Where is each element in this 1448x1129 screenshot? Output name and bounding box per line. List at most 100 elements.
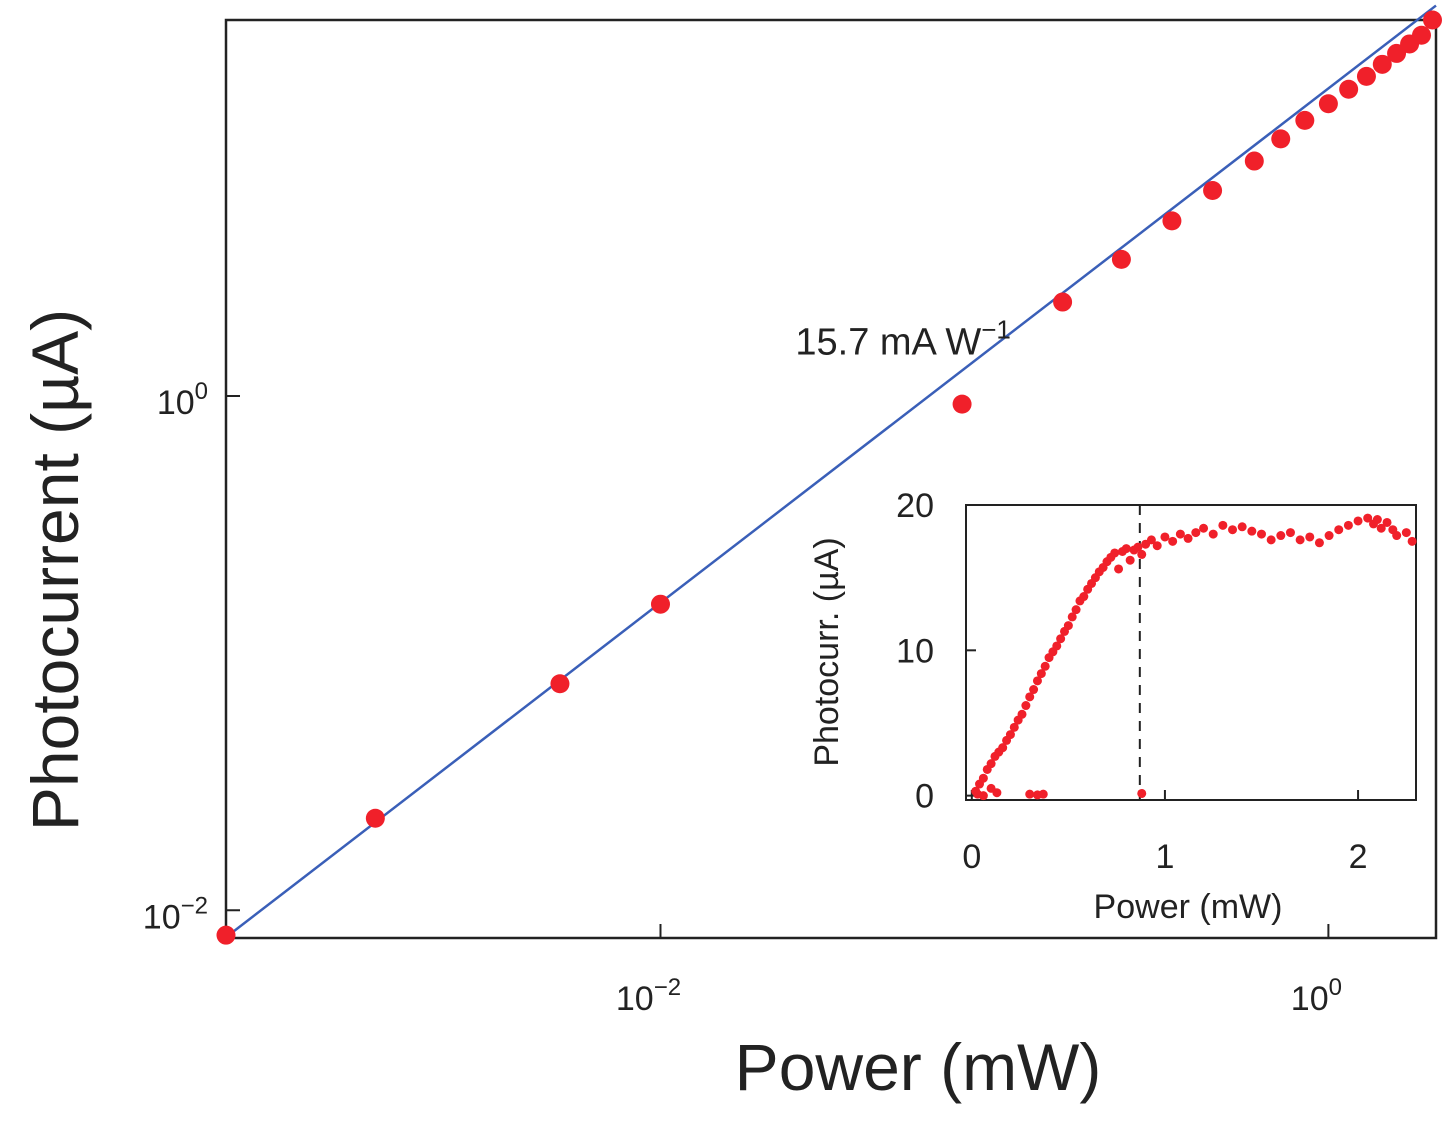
inset-data-point bbox=[1067, 612, 1077, 622]
main-data-point bbox=[1423, 10, 1443, 30]
inset-data-point bbox=[1133, 542, 1143, 552]
inset-data-point bbox=[978, 791, 988, 801]
main-data-point bbox=[1111, 249, 1131, 269]
inset-data-point bbox=[1036, 669, 1046, 679]
inset-data-point bbox=[1017, 709, 1027, 719]
inset-data-point bbox=[1256, 529, 1266, 539]
inset-data-point bbox=[1079, 592, 1089, 602]
inset-data-point bbox=[1137, 549, 1147, 559]
inset-data-point bbox=[1025, 789, 1035, 799]
inset-data-point bbox=[1237, 522, 1247, 532]
inset-data-point bbox=[1038, 789, 1048, 799]
inset-data-point bbox=[1052, 641, 1062, 651]
inset-data-point bbox=[1114, 564, 1124, 574]
main-data-point bbox=[1244, 151, 1264, 171]
inset-data-point bbox=[1121, 544, 1131, 554]
main-data-point bbox=[650, 594, 670, 614]
inset-data-point bbox=[1146, 535, 1156, 545]
inset-data-point bbox=[1029, 685, 1039, 695]
inset-data-point bbox=[1009, 722, 1019, 732]
inset-data-point bbox=[992, 788, 1002, 798]
main-data-point bbox=[1339, 79, 1359, 99]
inset-data-point bbox=[1353, 516, 1363, 526]
responsivity-annotation: 15.7 mA W−1 bbox=[795, 314, 1011, 363]
inset-plot: 0 1 2 0 10 20 Power (mW) Photocurr. (µA) bbox=[808, 487, 1417, 926]
inset-x-ticks: 0 1 2 bbox=[962, 790, 1368, 876]
inset-data-point bbox=[1247, 526, 1257, 536]
main-data-point bbox=[550, 674, 570, 694]
inset-data-point bbox=[1071, 605, 1081, 615]
main-y-axis-label: Photocurrent (µA) bbox=[18, 309, 92, 831]
main-y-tick-label: 10−2 bbox=[143, 892, 208, 936]
main-x-axis-label: Power (mW) bbox=[735, 1030, 1102, 1104]
main-data-point bbox=[1053, 292, 1073, 312]
main-data-point bbox=[365, 808, 385, 828]
inset-data-point bbox=[1363, 513, 1373, 523]
inset-data-point bbox=[1401, 528, 1411, 538]
inset-y-tick-label: 20 bbox=[896, 487, 934, 525]
inset-data-point bbox=[1125, 555, 1135, 565]
inset-data-point bbox=[1175, 529, 1185, 539]
main-data-point bbox=[952, 394, 972, 414]
inset-data-point bbox=[1208, 529, 1218, 539]
inset-y-ticks: 0 10 20 bbox=[896, 487, 976, 816]
inset-y-tick-label: 0 bbox=[915, 778, 934, 816]
main-data-point bbox=[1162, 211, 1182, 231]
inset-data-point bbox=[1199, 523, 1209, 533]
inset-data-point bbox=[1266, 535, 1276, 545]
main-x-tick-label: 100 bbox=[1291, 974, 1342, 1018]
inset-data-point bbox=[1183, 533, 1193, 543]
inset-data-point bbox=[1382, 517, 1392, 527]
inset-data-point bbox=[1021, 701, 1031, 711]
inset-data-point bbox=[978, 773, 988, 783]
inset-x-tick-label: 1 bbox=[1155, 838, 1174, 876]
inset-y-tick-label: 10 bbox=[896, 632, 934, 670]
inset-data-point bbox=[1152, 541, 1162, 551]
main-data-point bbox=[1203, 180, 1223, 200]
inset-data-point bbox=[1191, 528, 1201, 538]
main-data-point bbox=[1356, 66, 1376, 86]
fit-line bbox=[225, 4, 1437, 939]
main-data-point bbox=[1318, 94, 1338, 114]
inset-data-point bbox=[1040, 661, 1050, 671]
inset-data-point bbox=[1407, 536, 1417, 546]
main-data-point bbox=[1295, 110, 1315, 130]
inset-data-point bbox=[1056, 634, 1066, 644]
main-data-point bbox=[216, 925, 236, 945]
inset-data-point bbox=[986, 759, 996, 769]
inset-data-point bbox=[1063, 621, 1073, 631]
inset-x-axis-label: Power (mW) bbox=[1094, 888, 1283, 926]
inset-data-point bbox=[1032, 676, 1042, 686]
inset-y-axis-label: Photocurr. (µA) bbox=[808, 537, 846, 766]
inset-data-point bbox=[1314, 538, 1324, 548]
inset-data-point bbox=[1285, 528, 1295, 538]
inset-plot-frame bbox=[965, 504, 1417, 801]
inset-data-points bbox=[971, 513, 1417, 801]
inset-data-point bbox=[1025, 692, 1035, 702]
main-data-point bbox=[1372, 54, 1392, 74]
main-y-tick-label: 100 bbox=[157, 378, 208, 422]
inset-data-point bbox=[1376, 523, 1386, 533]
inset-data-point bbox=[1324, 531, 1334, 541]
main-data-point bbox=[1271, 129, 1291, 149]
inset-data-point bbox=[1005, 730, 1015, 740]
inset-data-point bbox=[1392, 531, 1402, 541]
inset-data-point bbox=[1334, 525, 1344, 535]
inset-x-tick-label: 2 bbox=[1349, 838, 1368, 876]
inset-data-point bbox=[998, 743, 1008, 753]
main-y-ticks: 10−2 100 bbox=[143, 378, 240, 936]
inset-data-point bbox=[1343, 520, 1353, 530]
inset-data-point bbox=[1228, 525, 1238, 535]
inset-data-point bbox=[1372, 515, 1382, 525]
inset-data-point bbox=[1137, 788, 1147, 798]
main-data-points bbox=[216, 10, 1443, 945]
inset-data-point bbox=[1276, 531, 1286, 541]
inset-x-tick-label: 0 bbox=[962, 838, 981, 876]
inset-data-point bbox=[1160, 532, 1170, 542]
inset-data-point bbox=[1295, 535, 1305, 545]
inset-data-point bbox=[1218, 520, 1228, 530]
inset-data-point bbox=[1110, 548, 1120, 558]
main-data-point bbox=[1411, 25, 1431, 45]
